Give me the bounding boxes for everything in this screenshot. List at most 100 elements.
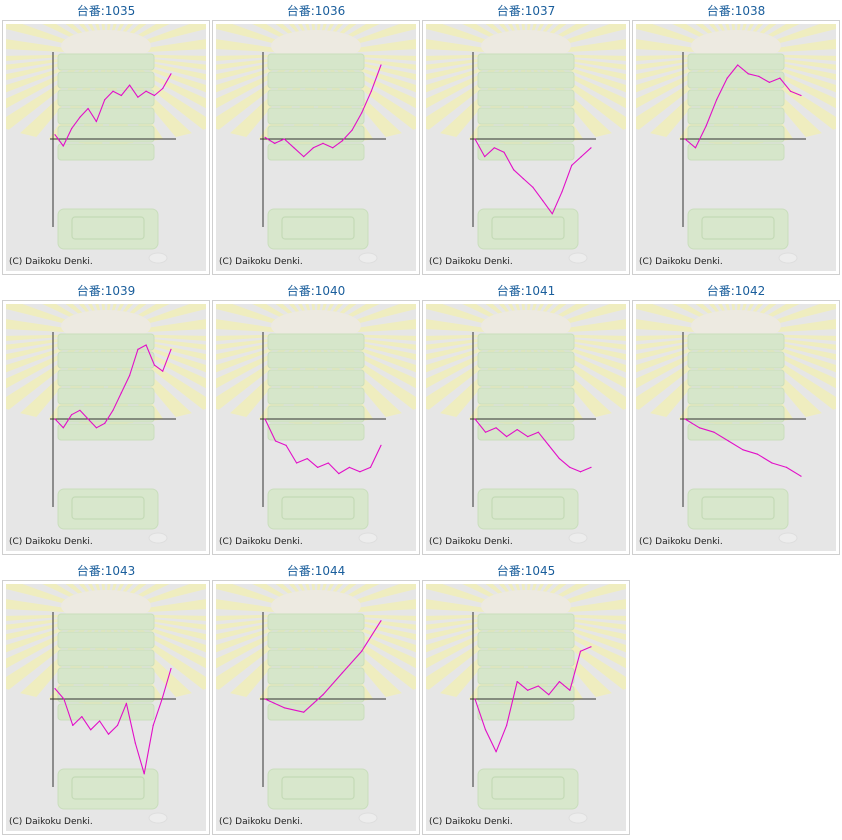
data-point — [303, 156, 305, 158]
data-series-line — [474, 418, 592, 473]
data-point — [79, 116, 81, 118]
data-point — [558, 681, 560, 683]
chart-title[interactable]: 台番:1039 — [76, 284, 136, 298]
data-point — [137, 348, 139, 350]
chart-title[interactable]: 台番:1037 — [496, 4, 556, 18]
chart-title[interactable]: 台番:1038 — [706, 4, 766, 18]
data-point — [779, 77, 781, 79]
data-point — [264, 418, 266, 420]
data-point — [112, 90, 114, 92]
data-point — [694, 147, 697, 149]
slot-machine-sunburst-watermark — [216, 304, 416, 544]
data-point — [348, 466, 350, 468]
data-point — [134, 742, 136, 744]
data-point — [590, 646, 592, 648]
data-point — [590, 466, 592, 468]
chart-title[interactable]: 台番:1035 — [76, 4, 136, 18]
data-point — [317, 466, 319, 468]
data-point — [63, 698, 65, 700]
copyright-label: (C) Daikoku Denki. — [429, 817, 513, 827]
data-point — [785, 466, 788, 468]
data-point — [145, 344, 147, 346]
data-point — [162, 87, 164, 90]
chart-title[interactable]: 台番:1043 — [76, 564, 136, 578]
chart-title[interactable]: 台番:1045 — [496, 564, 556, 578]
data-point — [143, 773, 145, 775]
data-point — [87, 107, 89, 110]
data-point — [62, 427, 64, 429]
line-chart — [6, 304, 206, 551]
data-point — [527, 436, 529, 438]
data-point — [129, 374, 131, 377]
data-series-line — [54, 668, 172, 775]
data-point — [332, 147, 334, 149]
data-point — [341, 672, 343, 674]
data-point — [495, 427, 497, 429]
data-point — [698, 427, 701, 429]
data-point — [306, 458, 308, 460]
data-point — [95, 121, 97, 123]
data-point — [72, 724, 74, 726]
data-point — [474, 138, 476, 140]
copyright-label: (C) Daikoku Denki. — [9, 537, 93, 547]
copyright-label: (C) Daikoku Denki. — [219, 817, 303, 827]
data-point — [283, 138, 285, 140]
chart-panel: (C) Daikoku Denki. — [422, 300, 630, 555]
data-point — [303, 711, 305, 713]
data-point — [493, 147, 495, 149]
data-point — [170, 73, 172, 75]
data-point — [484, 729, 487, 731]
data-point — [580, 156, 582, 158]
data-point — [153, 94, 155, 97]
chart-title[interactable]: 台番:1041 — [496, 284, 556, 298]
data-point — [283, 707, 285, 709]
data-point — [327, 462, 329, 464]
data-point — [548, 694, 550, 696]
data-point — [359, 471, 361, 473]
data-point — [170, 348, 172, 350]
chart-panel: (C) Daikoku Denki. — [212, 20, 420, 275]
data-point — [756, 453, 759, 455]
data-point — [62, 145, 64, 147]
line-chart — [636, 24, 836, 271]
data-point — [569, 689, 571, 691]
data-point — [684, 418, 686, 420]
copyright-label: (C) Daikoku Denki. — [429, 537, 513, 547]
data-point — [561, 191, 563, 193]
data-point — [137, 96, 139, 98]
line-chart — [426, 24, 626, 271]
data-point — [361, 112, 363, 114]
data-point — [527, 689, 529, 691]
data-series-line — [474, 646, 592, 753]
copyright-label: (C) Daikoku Denki. — [9, 817, 93, 827]
data-point — [370, 90, 372, 92]
data-point — [81, 716, 83, 718]
data-point — [120, 94, 122, 97]
slot-machine-sunburst-watermark — [426, 304, 626, 544]
data-point — [112, 409, 114, 411]
chart-title[interactable]: 台番:1036 — [286, 4, 346, 18]
slot-machine-sunburst-watermark — [636, 24, 836, 264]
data-point — [548, 444, 550, 446]
data-point — [264, 698, 266, 700]
data-point — [145, 90, 147, 92]
data-point — [789, 90, 792, 92]
data-point — [54, 418, 56, 420]
data-point — [71, 128, 73, 130]
data-point — [107, 733, 110, 735]
line-chart — [6, 24, 206, 271]
data-point — [341, 140, 343, 142]
line-chart — [216, 584, 416, 831]
chart-title[interactable]: 台番:1042 — [706, 284, 766, 298]
data-point — [506, 436, 508, 438]
data-point — [129, 84, 131, 86]
data-point — [771, 462, 773, 464]
chart-title[interactable]: 台番:1044 — [286, 564, 346, 578]
copyright-label: (C) Daikoku Denki. — [219, 257, 303, 267]
data-point — [380, 620, 382, 622]
data-point — [503, 151, 505, 153]
chart-title[interactable]: 台番:1040 — [286, 284, 346, 298]
slot-machine-sunburst-watermark — [216, 584, 416, 824]
data-point — [542, 200, 544, 202]
data-point — [474, 698, 476, 700]
